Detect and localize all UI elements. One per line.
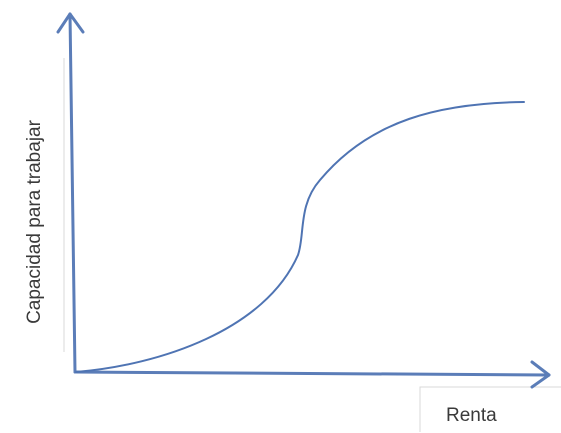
x-axis <box>73 370 551 377</box>
x-label-frame-line <box>419 386 561 432</box>
s-curve <box>75 101 525 373</box>
y-axis <box>68 12 77 374</box>
x-axis-label: Renta <box>446 405 497 426</box>
x-axis-arrowhead <box>530 360 551 389</box>
y-axis-arrowhead <box>56 12 85 34</box>
y-axis-label: Capacidad para trabajar <box>24 119 45 324</box>
